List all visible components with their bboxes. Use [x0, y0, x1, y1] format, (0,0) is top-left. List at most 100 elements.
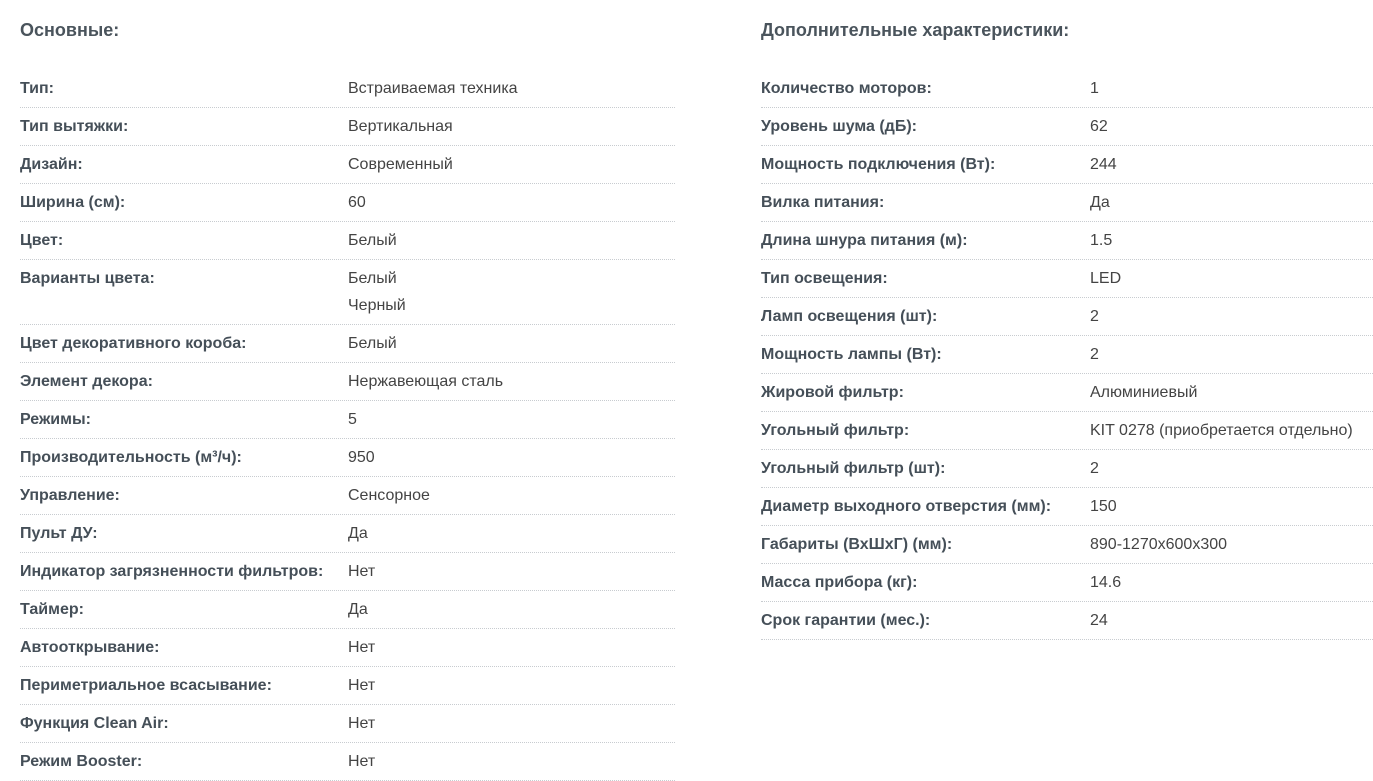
spec-value: Вертикальная	[348, 113, 453, 140]
spec-value-item: Белый	[348, 335, 397, 352]
spec-value: Да	[348, 520, 368, 547]
spec-row: Мощность подключения (Вт): 244	[761, 146, 1373, 184]
spec-value-item: 2	[1090, 308, 1099, 325]
spec-row: Элемент декора: Нержавеющая сталь	[20, 363, 675, 401]
spec-label: Тип освещения:	[761, 270, 888, 287]
spec-label: Мощность лампы (Вт):	[761, 346, 942, 363]
spec-value-item: 2	[1090, 460, 1099, 477]
spec-value-item: Нет	[348, 639, 376, 656]
spec-value-item: 24	[1090, 612, 1108, 629]
spec-value-item: 5	[348, 411, 357, 428]
spec-row: Пульт ДУ: Да	[20, 515, 675, 553]
spec-value: 244	[1090, 151, 1117, 178]
spec-value-item: Нет	[348, 563, 376, 580]
spec-row: Тип вытяжки: Вертикальная	[20, 108, 675, 146]
spec-row: Ламп освещения (шт): 2	[761, 298, 1373, 336]
spec-value-item: Встраиваемая техника	[348, 80, 518, 97]
spec-label: Мощность подключения (Вт):	[761, 156, 996, 173]
spec-row: Вилка питания: Да	[761, 184, 1373, 222]
spec-label: Управление:	[20, 487, 120, 504]
spec-label: Дизайн:	[20, 156, 83, 173]
spec-value-item: 950	[348, 449, 375, 466]
spec-value: 2	[1090, 455, 1099, 482]
spec-value: Нет	[348, 672, 375, 699]
spec-label: Количество моторов:	[761, 80, 932, 97]
spec-value: 24	[1090, 607, 1108, 634]
spec-label: Цвет:	[20, 232, 64, 249]
spec-value: 950	[348, 444, 375, 471]
spec-value-item: Современный	[348, 156, 453, 173]
spec-row: Дизайн: Современный	[20, 146, 675, 184]
spec-row: Цвет декоративного короба: Белый	[20, 325, 675, 363]
spec-label: Пульт ДУ:	[20, 525, 98, 542]
spec-value: 1	[1090, 75, 1099, 102]
spec-value-item: Алюминиевый	[1090, 384, 1198, 401]
spec-row: Срок гарантии (мес.): 24	[761, 602, 1373, 640]
spec-value-item: LED	[1090, 270, 1122, 287]
spec-label: Индикатор загрязненности фильтров:	[20, 563, 324, 580]
spec-label: Элемент декора:	[20, 373, 153, 390]
spec-row: Таймер: Да	[20, 591, 675, 629]
spec-row: Цвет: Белый	[20, 222, 675, 260]
spec-label: Жировой фильтр:	[761, 384, 904, 401]
spec-label: Тип:	[20, 80, 54, 97]
spec-value: LED	[1090, 265, 1121, 292]
spec-value-item: 62	[1090, 118, 1108, 135]
spec-value: Нет	[348, 634, 375, 661]
spec-row: Габариты (ВхШхГ) (мм): 890-1270x600x300	[761, 526, 1373, 564]
spec-row: Количество моторов: 1	[761, 70, 1373, 108]
spec-row: Индикатор загрязненности фильтров: Нет	[20, 553, 675, 591]
spec-value: Современный	[348, 151, 453, 178]
spec-value-item: Да	[348, 601, 368, 618]
spec-value-item: KIT 0278 (приобретается отдельно)	[1090, 422, 1353, 439]
spec-value: Белый	[348, 227, 397, 254]
spec-value: Нержавеющая сталь	[348, 368, 503, 395]
spec-row: Масса прибора (кг): 14.6	[761, 564, 1373, 602]
spec-value: 2	[1090, 341, 1099, 368]
spec-row: Угольный фильтр (шт): 2	[761, 450, 1373, 488]
spec-label: Таймер:	[20, 601, 84, 618]
spec-value: Встраиваемая техника	[348, 75, 518, 102]
spec-value-item: Белый	[348, 270, 397, 287]
spec-label: Длина шнура питания (м):	[761, 232, 968, 249]
spec-value: Нет	[348, 558, 375, 585]
spec-value-item: 1	[1090, 80, 1099, 97]
spec-value: 890-1270x600x300	[1090, 531, 1227, 558]
spec-row: Жировой фильтр: Алюминиевый	[761, 374, 1373, 412]
spec-value: 1.5	[1090, 227, 1112, 254]
spec-value: 5	[348, 406, 357, 433]
spec-value-item: Нет	[348, 677, 376, 694]
spec-row: Функция Clean Air: Нет	[20, 705, 675, 743]
spec-value: 60	[348, 189, 366, 216]
spec-value: Алюминиевый	[1090, 379, 1197, 406]
spec-label: Автооткрывание:	[20, 639, 160, 656]
spec-row: Угольный фильтр: KIT 0278 (приобретается …	[761, 412, 1373, 450]
spec-value-item: 1.5	[1090, 232, 1113, 249]
spec-value-item: Черный	[348, 297, 406, 314]
spec-label: Угольный фильтр:	[761, 422, 910, 439]
spec-row: Тип: Встраиваемая техника	[20, 70, 675, 108]
spec-label: Функция Clean Air:	[20, 715, 169, 732]
spec-label: Диаметр выходного отверстия (мм):	[761, 498, 1052, 515]
section-title: Дополнительные характеристики:	[761, 20, 1070, 40]
spec-value: 2	[1090, 303, 1099, 330]
spec-row: Режимы: 5	[20, 401, 675, 439]
spec-value-item: 244	[1090, 156, 1117, 173]
spec-row: Режим Booster: Нет	[20, 743, 675, 781]
spec-value-item: 60	[348, 194, 366, 211]
spec-value: Нет	[348, 748, 375, 775]
spec-row: Длина шнура питания (м): 1.5	[761, 222, 1373, 260]
spec-value-item: Нет	[348, 715, 376, 732]
spec-label: Срок гарантии (мес.):	[761, 612, 931, 629]
spec-value-item: 890-1270x600x300	[1090, 536, 1228, 553]
spec-row: Тип освещения: LED	[761, 260, 1373, 298]
spec-label: Цвет декоративного короба:	[20, 335, 247, 352]
spec-row: Варианты цвета: Белый Черный	[20, 260, 675, 325]
spec-value-item: Нет	[348, 753, 376, 770]
spec-row: Управление: Сенсорное	[20, 477, 675, 515]
spec-value-item: Вертикальная	[348, 118, 453, 135]
spec-value: Нет	[348, 710, 375, 737]
spec-label: Производительность (м³/ч):	[20, 449, 242, 466]
spec-value: 150	[1090, 493, 1117, 520]
spec-value: KIT 0278 (приобретается отдельно)	[1090, 417, 1353, 444]
